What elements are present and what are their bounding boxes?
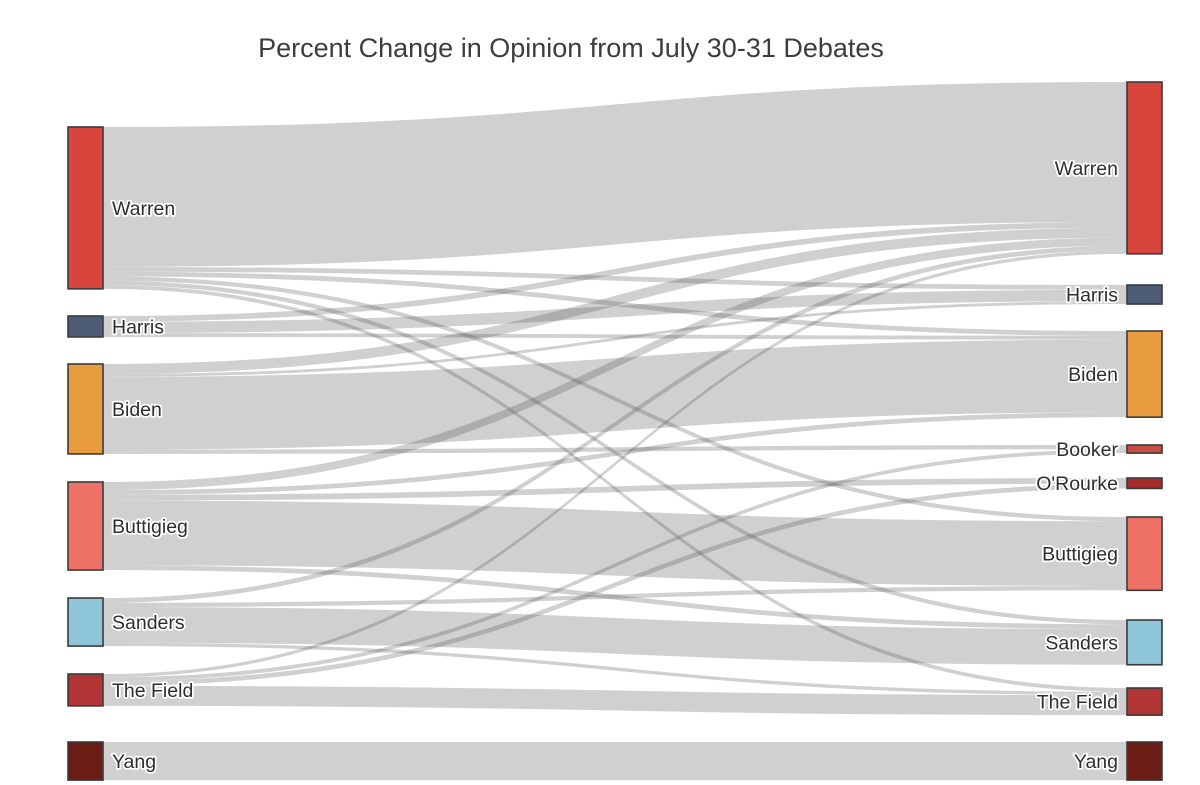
sankey-link-biden-to-harris[interactable]: [103, 301, 1127, 377]
sankey-label-buttigieg-right: Buttigieg: [1042, 544, 1118, 566]
sankey-link-buttigieg-to-buttigieg[interactable]: [103, 500, 1127, 587]
sankey-link-warren-to-the-field[interactable]: [103, 285, 1127, 692]
sankey-node-biden-right[interactable]: [1126, 330, 1163, 418]
sankey-link-warren-to-harris[interactable]: [103, 266, 1127, 290]
sankey-node-the-field-left[interactable]: [67, 673, 104, 707]
sankey-node-yang-left[interactable]: [67, 741, 104, 781]
sankey-link-yang-to-yang[interactable]: [103, 742, 1127, 781]
sankey-node-yang-right[interactable]: [1126, 741, 1163, 781]
sankey-link-warren-to-warren[interactable]: [103, 82, 1127, 267]
sankey-label-biden-left: Biden: [112, 399, 162, 421]
sankey-label-booker-right: Booker: [1056, 439, 1118, 461]
sankey-label-harris-left: Harris: [112, 316, 164, 338]
sankey-label-yang-left: Yang: [112, 751, 156, 773]
sankey-link-biden-to-booker[interactable]: [103, 445, 1127, 454]
sankey-link-buttigieg-to-sanders[interactable]: [103, 565, 1127, 630]
sankey-label-harris-right: Harris: [1066, 285, 1118, 307]
sankey-node-buttigieg-right[interactable]: [1126, 516, 1163, 592]
sankey-link-harris-to-harris[interactable]: [103, 289, 1127, 334]
sankey-label-sanders-right: Sanders: [1045, 632, 1118, 654]
sankey-link-buttigieg-to-o-rourke[interactable]: [103, 478, 1127, 501]
sankey-node-booker-right[interactable]: [1126, 444, 1163, 454]
sankey-label-the-field-right: The Field: [1037, 692, 1118, 714]
sankey-link-sanders-to-warren[interactable]: [103, 245, 1127, 603]
sankey-label-warren-left: Warren: [112, 198, 175, 220]
sankey-link-the-field-to-warren[interactable]: [103, 250, 1127, 678]
sankey-label-buttigieg-left: Buttigieg: [112, 516, 188, 538]
chart-title: Percent Change in Opinion from July 30-3…: [258, 33, 884, 63]
sankey-link-the-field-to-booker[interactable]: [103, 449, 1127, 682]
sankey-node-warren-right[interactable]: [1126, 81, 1163, 255]
sankey-node-warren-left[interactable]: [67, 126, 104, 290]
sankey-node-harris-left[interactable]: [67, 315, 104, 338]
sankey-link-harris-to-warren[interactable]: [103, 221, 1127, 322]
sankey-link-buttigieg-to-biden[interactable]: [103, 412, 1127, 495]
sankey-label-sanders-left: Sanders: [112, 612, 185, 634]
sankey-link-the-field-to-o-rourke[interactable]: [103, 483, 1127, 686]
sankey-node-buttigieg-left[interactable]: [67, 481, 104, 571]
sankey-label-yang-right: Yang: [1074, 751, 1118, 773]
sankey-link-biden-to-biden[interactable]: [103, 339, 1127, 450]
sankey-label-warren-right: Warren: [1055, 158, 1118, 180]
sankey-node-harris-right[interactable]: [1126, 284, 1163, 305]
sankey-link-sanders-to-buttigieg[interactable]: [103, 586, 1127, 608]
sankey-link-sanders-to-the-field[interactable]: [103, 642, 1127, 696]
sankey-node-sanders-left[interactable]: [67, 597, 104, 647]
sankey-node-sanders-right[interactable]: [1126, 619, 1163, 666]
sankey-node-biden-left[interactable]: [67, 363, 104, 455]
sankey-link-warren-to-biden[interactable]: [103, 271, 1127, 336]
sankey-link-warren-to-buttigieg[interactable]: [103, 276, 1127, 522]
sankey-node-the-field-right[interactable]: [1126, 687, 1163, 716]
sankey-link-warren-to-sanders[interactable]: [103, 280, 1127, 625]
sankey-link-the-field-to-the-field[interactable]: [103, 685, 1127, 716]
sankey-label-biden-right: Biden: [1068, 364, 1118, 386]
sankey-label-the-field-left: The Field: [112, 680, 193, 702]
sankey-link-buttigieg-to-warren[interactable]: [103, 237, 1127, 491]
sankey-link-harris-to-biden[interactable]: [103, 333, 1127, 340]
sankey-node-o-rourke-right[interactable]: [1126, 477, 1163, 490]
sankey-label-o-rourke-right: O'Rourke: [1036, 473, 1118, 495]
sankey-link-biden-to-warren[interactable]: [103, 227, 1127, 374]
sankey-link-sanders-to-sanders[interactable]: [103, 607, 1127, 665]
